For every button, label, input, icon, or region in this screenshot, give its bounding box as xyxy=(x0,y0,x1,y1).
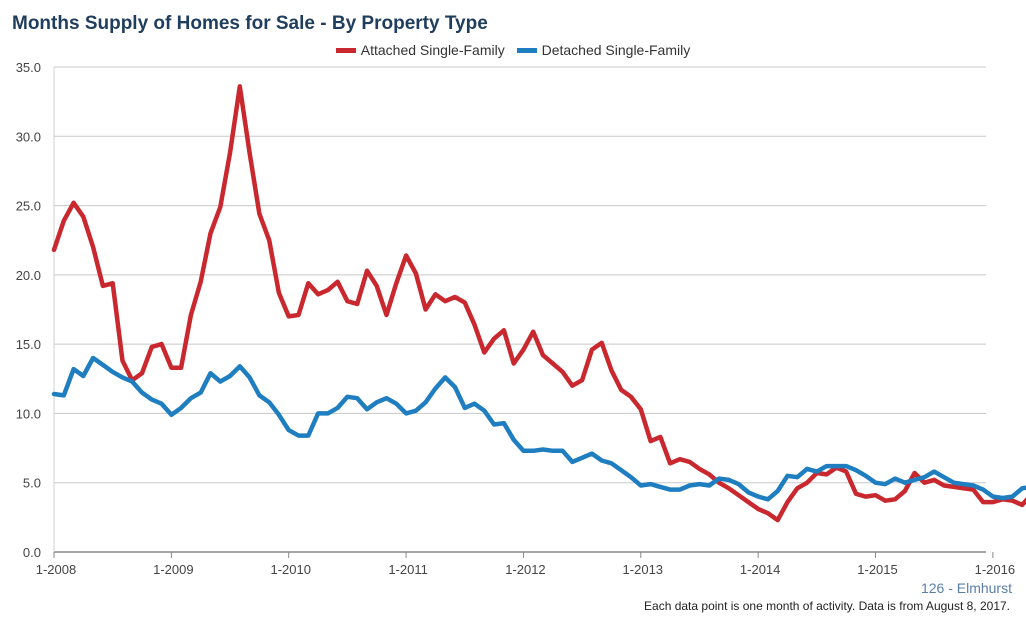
y-tick-label: 35.0 xyxy=(16,60,41,75)
series-line-detached xyxy=(51,355,1026,502)
x-tick-label: 1-2009 xyxy=(153,562,193,577)
chart-footnote: Each data point is one month of activity… xyxy=(644,599,1010,613)
x-tick-label: 1-2011 xyxy=(388,562,428,577)
chart-legend: Attached Single-Family Detached Single-F… xyxy=(0,42,1026,58)
series-line-attached xyxy=(51,84,1026,523)
x-tick-label: 1-2010 xyxy=(270,562,310,577)
x-tick-label: 1-2016 xyxy=(975,562,1015,577)
x-tick-label: 1-2015 xyxy=(857,562,897,577)
x-tick-label: 1-2014 xyxy=(740,562,780,577)
legend-item-detached[interactable]: Detached Single-Family xyxy=(516,42,691,58)
y-tick-label: 15.0 xyxy=(16,337,41,352)
legend-swatch-attached xyxy=(335,47,356,53)
y-tick-label: 10.0 xyxy=(16,406,41,421)
chart-title: Months Supply of Homes for Sale - By Pro… xyxy=(12,13,488,34)
y-tick-label: 30.0 xyxy=(16,129,41,144)
x-tick-label: 1-2013 xyxy=(623,562,663,577)
y-tick-label: 0.0 xyxy=(23,545,41,560)
legend-item-attached[interactable]: Attached Single-Family xyxy=(335,42,505,58)
y-tick-label: 5.0 xyxy=(23,476,41,491)
chart-subtitle: 126 - Elmhurst xyxy=(920,580,1012,596)
legend-swatch-detached xyxy=(516,47,537,53)
y-tick-label: 25.0 xyxy=(16,199,41,214)
x-tick-label: 1-2008 xyxy=(36,562,76,577)
y-tick-label: 20.0 xyxy=(16,268,41,283)
x-tick-label: 1-2012 xyxy=(505,562,545,577)
legend-label-attached: Attached Single-Family xyxy=(360,42,505,58)
legend-label-detached: Detached Single-Family xyxy=(541,42,691,58)
